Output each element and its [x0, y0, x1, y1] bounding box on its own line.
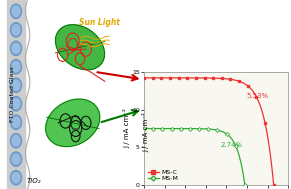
Text: Sun Light: Sun Light — [79, 18, 119, 27]
Circle shape — [10, 115, 22, 129]
Circle shape — [12, 172, 20, 183]
Circle shape — [10, 133, 22, 148]
Circle shape — [12, 61, 20, 72]
Circle shape — [12, 98, 20, 109]
Circle shape — [10, 78, 22, 92]
Circle shape — [10, 97, 22, 111]
Ellipse shape — [46, 99, 100, 147]
Circle shape — [10, 41, 22, 56]
Circle shape — [12, 80, 20, 91]
Legend: MS-C, MS-M: MS-C, MS-M — [147, 169, 179, 182]
Circle shape — [12, 43, 20, 54]
Text: 2.74%: 2.74% — [220, 143, 242, 148]
Text: FTO Coated Glass: FTO Coated Glass — [10, 67, 15, 122]
Circle shape — [12, 25, 20, 35]
Circle shape — [10, 4, 22, 19]
Circle shape — [12, 135, 20, 146]
Circle shape — [12, 154, 20, 164]
Text: TiO₂: TiO₂ — [26, 178, 41, 184]
Bar — [7, 0, 25, 189]
Text: 5.53%: 5.53% — [247, 93, 269, 99]
Circle shape — [10, 23, 22, 37]
Circle shape — [10, 60, 22, 74]
Circle shape — [12, 117, 20, 128]
Circle shape — [10, 170, 22, 185]
Ellipse shape — [56, 25, 104, 70]
Text: J / mA cm⁻²: J / mA cm⁻² — [142, 112, 149, 152]
Circle shape — [12, 6, 20, 17]
Y-axis label: J / mA cm⁻²: J / mA cm⁻² — [124, 109, 131, 148]
Circle shape — [10, 152, 22, 166]
